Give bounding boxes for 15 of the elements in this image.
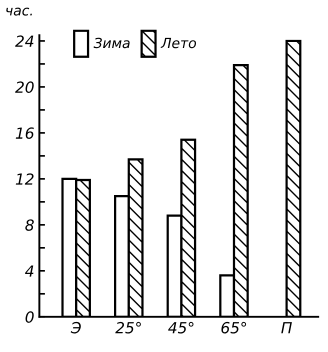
x-tick-label: Э bbox=[70, 322, 81, 334]
x-tick-label: 65° bbox=[221, 322, 246, 334]
x-tick-label: 25° bbox=[115, 322, 141, 334]
y-tick-label: 12 bbox=[16, 173, 34, 185]
y-tick-label: 24 bbox=[15, 35, 34, 47]
x-tick-label: П bbox=[281, 322, 292, 334]
legend-label: Лето bbox=[160, 38, 196, 48]
y-tick-label: 8 bbox=[25, 219, 34, 231]
y-tick-label: 20 bbox=[15, 81, 34, 93]
y-tick-label: 4 bbox=[25, 265, 34, 277]
y-tick-label: 16 bbox=[16, 127, 34, 139]
legend-label: Зима bbox=[94, 38, 130, 48]
x-tick-label: 45° bbox=[168, 322, 194, 334]
y-tick-label: 0 bbox=[26, 311, 34, 323]
y-axis-title: час. bbox=[6, 8, 32, 16]
